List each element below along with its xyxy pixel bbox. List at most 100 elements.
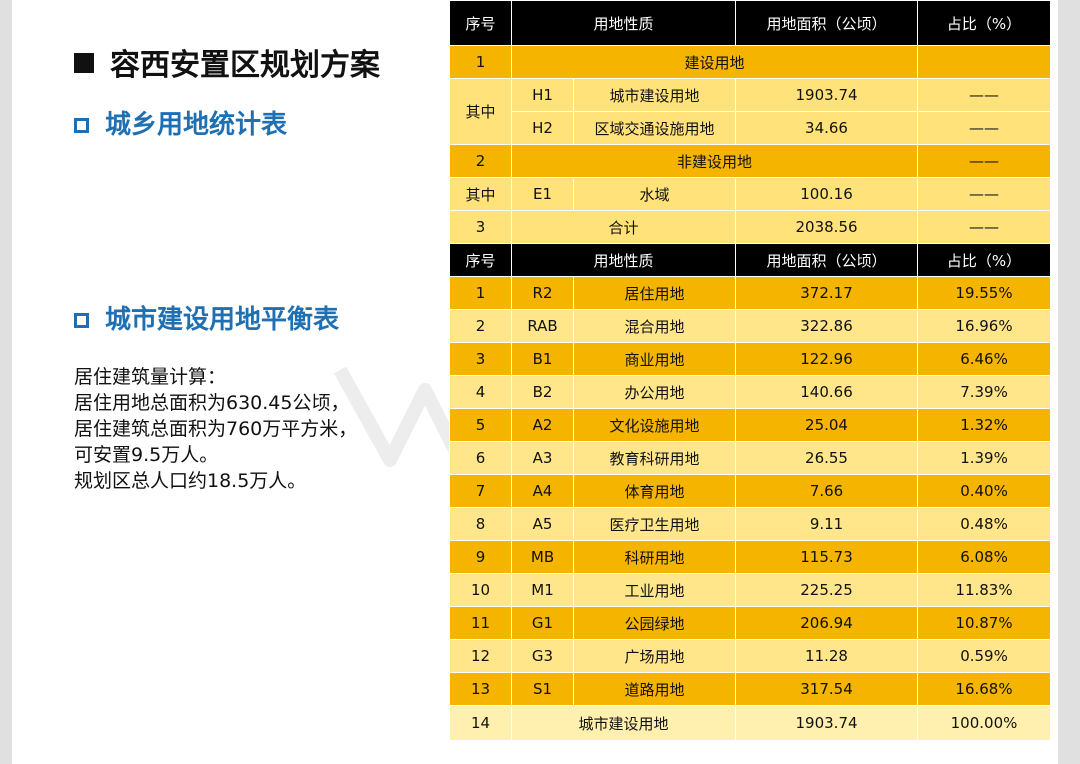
table-row: 3 B1 商业用地 122.96 6.46% [449,342,1052,376]
cell-pct: —— [917,144,1052,178]
table-row-total: 14 城市建设用地 1903.74 100.00% [449,705,1052,741]
cell-pct: —— [917,210,1052,244]
cell-pct: 0.40% [917,474,1052,508]
cell-pct: 0.48% [917,507,1052,541]
cell-area: 9.11 [735,507,919,541]
cell-area: 140.66 [735,375,919,409]
cell-name: 道路用地 [572,672,737,706]
cell-pct: —— [917,78,1052,112]
note-line: 居住建筑总面积为760万平方米， [74,418,358,440]
cell-name: 合计 [510,210,737,244]
section-heading-land-balance: 城市建设用地平衡表 [74,299,339,336]
cell-no: 6 [449,441,512,475]
cell-pct: 10.87% [917,606,1052,640]
cell-code: S1 [511,672,574,706]
section-heading-text: 城乡用地统计表 [105,110,288,140]
cell-area: 115.73 [735,540,919,574]
note-line: 可安置9.5万人。 [74,444,219,466]
cell-area: 11.28 [735,639,919,673]
square-bullet-icon [74,53,94,73]
cell-no: 10 [449,573,512,607]
cell-no: 7 [449,474,512,508]
cell-code: RAB [511,309,574,343]
table-header-row: 序号 用地性质 用地面积（公顷） 占比（%） [449,243,1052,277]
cell-name: 广场用地 [572,639,737,673]
section-heading-text: 城市建设用地平衡表 [105,305,340,335]
page-title: 容西安置区规划方案 [74,40,380,84]
cell-code: MB [511,540,574,574]
cell-area: 2038.56 [735,210,919,244]
table-row: 2 RAB 混合用地 322.86 16.96% [449,309,1052,343]
cell-no: 3 [449,210,512,244]
cell-no: 2 [449,144,512,178]
cell-group: 其中 [449,78,512,145]
cell-pct: 16.96% [917,309,1052,343]
cell-area: 25.04 [735,408,919,442]
cell-pct: 1.32% [917,408,1052,442]
cell-pct: 0.59% [917,639,1052,673]
cell-name: 教育科研用地 [572,441,737,475]
table-row: 4 B2 办公用地 140.66 7.39% [449,375,1052,409]
cell-name: 医疗卫生用地 [572,507,737,541]
cell-area: 7.66 [735,474,919,508]
cell-code: G3 [511,639,574,673]
cell-name: 商业用地 [572,342,737,376]
cell-area: 34.66 [735,111,919,145]
cell-no: 11 [449,606,512,640]
cell-name: 居住用地 [572,276,737,310]
cell-name: 科研用地 [572,540,737,574]
cell-pct [917,45,1052,79]
cell-name: 水域 [572,177,737,211]
header-pct: 占比（%） [917,243,1052,277]
table-row: H2 区域交通设施用地 34.66 —— [450,111,1052,145]
cell-code: E1 [511,177,574,211]
cell-pct: 16.68% [917,672,1052,706]
table-row: 9 MB 科研用地 115.73 6.08% [449,540,1052,574]
cell-code: B1 [511,342,574,376]
table-row: 5 A2 文化设施用地 25.04 1.32% [449,408,1052,442]
hollow-square-bullet-icon [74,313,89,328]
cell-pct: 11.83% [917,573,1052,607]
cell-no: 1 [449,45,512,79]
cell-no: 2 [449,309,512,343]
table-row: 其中 E1 水域 100.16 —— [449,177,1052,211]
header-pct: 占比（%） [917,0,1052,46]
cell-no: 14 [449,705,512,741]
right-edge-bar [1058,0,1080,764]
calculation-notes: 居住建筑量计算： 居住用地总面积为630.45公顷， 居住建筑总面积为760万平… [74,364,357,494]
cell-name: 公园绿地 [572,606,737,640]
cell-pct: 6.08% [917,540,1052,574]
cell-pct: —— [917,177,1052,211]
cell-name: 文化设施用地 [572,408,737,442]
cell-no: 5 [449,408,512,442]
table-row: 其中 H1 城市建设用地 1903.74 —— [449,78,1052,145]
cell-name: 办公用地 [572,375,737,409]
cell-code: G1 [511,606,574,640]
cell-area: 1903.74 [735,705,919,741]
land-use-table: 序号 用地性质 用地面积（公顷） 占比（%） 1 建设用地 其中 H1 城市建设… [449,0,1052,741]
cell-pct: 6.46% [917,342,1052,376]
section-heading-land-stats: 城乡用地统计表 [74,104,287,141]
cell-area: 322.86 [735,309,919,343]
cell-name: 混合用地 [572,309,737,343]
cell-code: H2 [511,111,574,145]
cell-pct: 19.55% [917,276,1052,310]
header-area: 用地面积（公顷） [735,243,919,277]
hollow-square-bullet-icon [74,118,89,133]
cell-code: B2 [511,375,574,409]
cell-name: 工业用地 [572,573,737,607]
cell-area: 317.54 [735,672,919,706]
cell-name: 体育用地 [572,474,737,508]
cell-name: 区域交通设施用地 [572,111,737,145]
note-line: 规划区总人口约18.5万人。 [74,470,307,492]
table-row: 11 G1 公园绿地 206.94 10.87% [449,606,1052,640]
table-row: 13 S1 道路用地 317.54 16.68% [449,672,1052,706]
cell-pct: —— [917,111,1052,145]
cell-area: 1903.74 [735,78,919,112]
header-type: 用地性质 [510,0,737,46]
table-row: 8 A5 医疗卫生用地 9.11 0.48% [449,507,1052,541]
cell-name: 城市建设用地 [510,705,737,741]
cell-code: A5 [511,507,574,541]
balance-table-body: 1 R2 居住用地 372.17 19.55% 2 RAB 混合用地 322.86 16.96% 3… [449,276,1052,706]
table-row: 6 A3 教育科研用地 26.55 1.39% [449,441,1052,475]
